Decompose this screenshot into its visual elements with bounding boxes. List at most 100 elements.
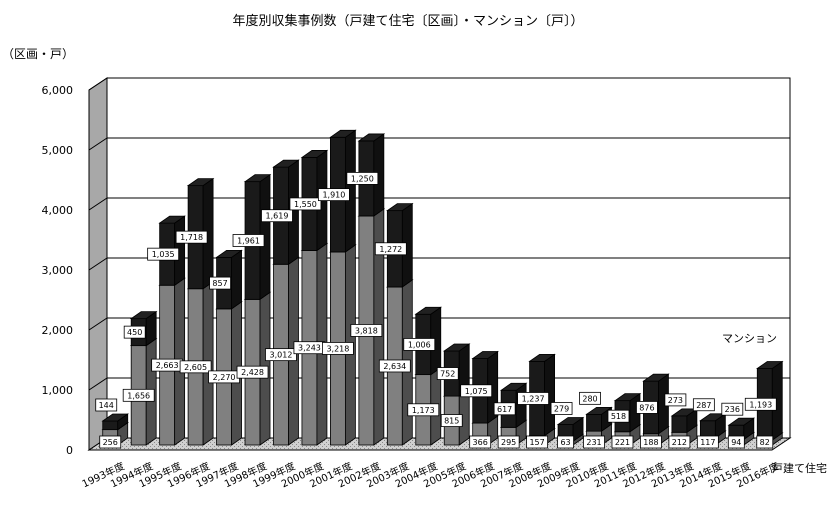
data-label-detached-box [469,435,492,449]
data-label-mansion-box [175,230,208,244]
data-label-mansion: 1,035 [152,250,175,259]
data-label-detached: 63 [560,438,570,447]
data-label-detached-box [611,435,634,449]
data-label-mansion: 450 [127,328,142,337]
bar-mansion-top [528,353,556,362]
bar-mansion-front [699,420,716,439]
data-label-detached: 1,656 [127,391,150,400]
gridline-side [88,257,108,271]
data-label-detached: 366 [473,438,488,447]
data-label-detached: 82 [760,438,770,447]
bar-mansion-top [471,351,499,359]
data-labels: 256 144 1,656 450 2,663 1,035 2,605 1,718 2,270 8… [95,172,777,449]
bar-mansion-top [101,413,129,422]
bar-mansion-top [272,159,300,168]
data-label-detached-box [99,435,122,449]
bar-mansion-side [515,382,527,429]
bar-mansion-top [499,382,528,391]
data-label-mansion: 1,193 [749,400,772,409]
data-label-detached: 231 [586,438,601,447]
data-label-mansion: 1,718 [180,233,203,242]
data-label-mansion: 1,250 [351,174,374,183]
data-label-detached-box [497,435,520,449]
data-label-mansion: 1,272 [379,245,402,254]
data-label-detached: 3,243 [298,344,321,353]
bar-mansion-top [215,249,243,258]
data-label-mansion-box [95,398,118,412]
data-label-detached: 3,012 [270,351,293,360]
data-label-mansion-box [209,276,231,290]
data-label-mansion-box [493,402,516,416]
data-label-mansion-box [123,325,146,339]
data-label-mansion: 617 [497,405,512,414]
bar-mansion-top [186,178,215,187]
data-label-detached: 2,634 [383,362,406,371]
y-tick-label: 0 [66,444,73,457]
data-label-detached: 2,428 [241,368,264,377]
data-label-mansion-box [261,209,293,223]
data-label-mansion: 144 [99,401,114,410]
data-label-detached: 117 [700,438,715,447]
data-label-detached-box [179,360,212,374]
data-label-detached-box [727,435,745,449]
data-label-mansion-box [664,393,687,407]
gridline-side [88,317,108,331]
data-label-detached-box [122,388,155,402]
data-label-mansion-box [289,197,322,211]
data-label-mansion: 1,006 [408,340,431,349]
data-label-mansion: 1,237 [522,394,545,403]
data-label-detached: 2,270 [213,373,236,382]
data-label-detached-box [236,365,269,379]
data-label-detached-box [696,435,719,449]
data-label-mansion: 518 [611,412,626,421]
data-label-detached: 221 [615,438,630,447]
data-label-mansion-box [517,392,550,405]
data-label-mansion-box [607,409,630,423]
data-label-detached-box [407,403,440,417]
bar-mansion-top [556,417,585,425]
y-tick-label: 3,000 [42,264,74,277]
data-label-mansion: 287 [696,401,711,410]
data-label-detached-box [440,414,463,427]
data-label-mansion: 876 [639,403,654,412]
data-label-mansion: 1,075 [465,387,488,396]
y-tick-label: 1,000 [42,384,74,397]
data-label-detached-box [583,435,605,449]
y-tick-label: 4,000 [42,204,74,217]
data-label-detached: 3,218 [326,344,349,353]
data-label-detached-box [526,435,549,449]
data-label-mansion: 752 [440,370,455,379]
bar-mansion-top [329,129,357,138]
data-label-mansion-box [636,401,658,414]
bar-mansion-front [102,420,119,431]
bar-mansion-top [158,215,186,224]
data-label-detached: 295 [501,438,516,447]
y-tick-label: 2,000 [42,324,74,337]
data-label-detached: 2,605 [184,363,207,372]
data-label-detached: 256 [103,438,118,447]
data-label-detached-box [668,435,691,449]
series-label-mansion: マンション [722,332,777,345]
data-label-detached: 815 [444,417,459,426]
data-label-mansion: 1,619 [266,212,289,221]
data-label-detached-box [350,324,383,337]
data-label-mansion-box [550,402,573,415]
y-axis-unit-label: （区画・戸） [2,47,74,61]
bar-mansion-top [300,150,329,158]
bar-mansion-top [243,174,272,183]
data-label-mansion-box [346,172,379,185]
bar-mansion-side [231,249,242,310]
data-label-detached: 94 [731,438,741,447]
data-label-detached: 1,173 [412,406,435,415]
data-label-mansion: 857 [212,279,227,288]
data-label-mansion-box [317,188,350,202]
chart-title: 年度別収集事例数（戸建て住宅〔区画〕・マンション〔戸〕） [232,13,583,29]
bar-mansion-top [613,393,642,402]
bar-mansion-top [386,203,414,212]
data-label-mansion: 273 [668,396,683,405]
bar-mansion-front [586,413,602,432]
bar-mansion-top [727,417,756,426]
data-label-detached: 188 [643,438,658,447]
bar-mansion-top [129,311,158,320]
